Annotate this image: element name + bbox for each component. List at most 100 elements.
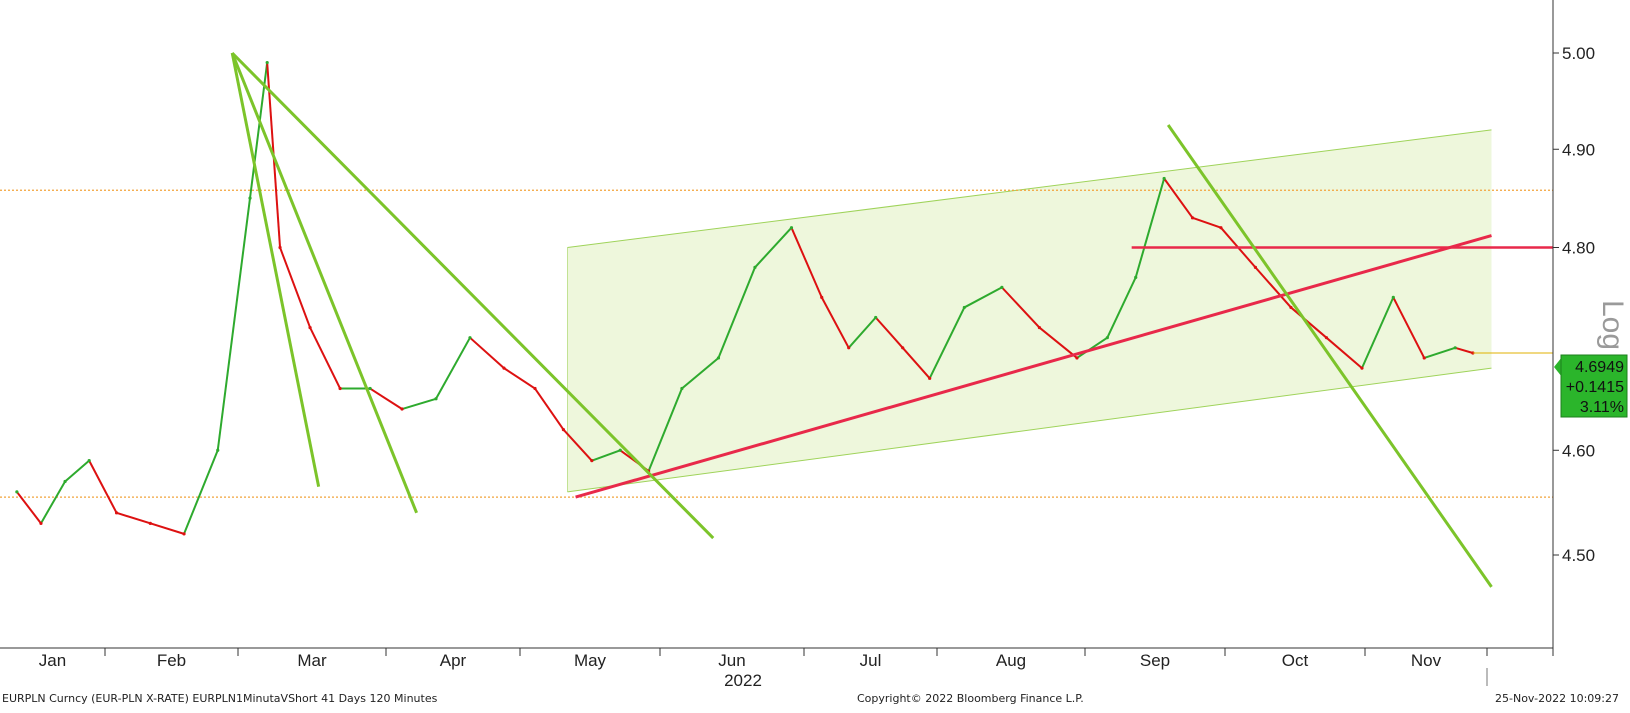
price-point xyxy=(533,386,537,391)
downtrend-line-4 xyxy=(1166,124,1493,588)
x-tick-label: Jun xyxy=(718,651,745,670)
price-segment xyxy=(1325,336,1363,369)
price-point xyxy=(1422,356,1426,360)
price-point xyxy=(928,376,932,380)
price-point xyxy=(874,315,878,320)
y-tick-label: 4.80 xyxy=(1562,239,1595,258)
x-tick-label: Sep xyxy=(1140,651,1170,670)
price-segment xyxy=(1038,326,1078,359)
price-segment xyxy=(1001,286,1041,329)
price-segment xyxy=(216,197,252,451)
price-segment xyxy=(435,337,471,400)
x-axis-year-label: 2022 xyxy=(724,671,762,690)
y-tick-label: 5.00 xyxy=(1562,44,1595,63)
price-point xyxy=(1219,226,1223,230)
price-segment xyxy=(40,480,66,524)
price-segment xyxy=(401,397,437,410)
price-point xyxy=(434,397,438,401)
footer-timestamp: 25-Nov-2022 10:09:27 xyxy=(1495,692,1620,705)
price-segment xyxy=(790,227,823,298)
price-segment xyxy=(1076,336,1108,359)
price-segment xyxy=(1192,216,1222,229)
price-segment xyxy=(369,387,403,410)
price-segment xyxy=(279,247,312,328)
price-segment xyxy=(88,460,118,514)
price-point xyxy=(1360,366,1364,370)
price-point xyxy=(1190,216,1195,220)
price-point xyxy=(182,532,186,536)
y-tick-label: 4.50 xyxy=(1562,546,1595,565)
price-segment xyxy=(928,306,966,379)
price-segment xyxy=(681,357,720,390)
badge-box xyxy=(1560,354,1628,418)
price-segment xyxy=(64,459,90,483)
footer-security-info: EURPLN Curncy (EUR-PLN X-RATE) EURPLN1Mi… xyxy=(2,692,438,705)
change-percent: 3.11% xyxy=(1580,399,1624,416)
downtrend-line-2 xyxy=(230,52,418,514)
price-point xyxy=(590,459,594,463)
price-point xyxy=(1253,265,1258,269)
x-ticks: Jan Feb Mar Apr May Jun Jul Aug Sep Oct Nov xyxy=(39,648,1554,686)
price-point xyxy=(1391,295,1395,299)
price-point xyxy=(338,386,342,391)
price-point xyxy=(216,448,220,452)
trendlines xyxy=(230,51,1553,588)
price-point xyxy=(87,459,91,463)
price-point xyxy=(15,490,19,494)
price-segment xyxy=(1163,177,1194,219)
badge-arrow xyxy=(1554,357,1562,377)
change-value: +0.1415 xyxy=(1566,379,1624,396)
price-segment xyxy=(116,511,151,525)
price-segment xyxy=(503,367,536,390)
price-segment xyxy=(309,327,341,389)
x-tick-label: Nov xyxy=(1411,651,1442,670)
price-segment xyxy=(1361,296,1395,369)
price-point xyxy=(502,366,506,370)
price-segment xyxy=(820,296,850,349)
price-segment xyxy=(847,316,877,349)
price-point xyxy=(1105,336,1109,340)
price-point xyxy=(1134,275,1138,279)
price-point xyxy=(716,356,721,360)
horizontal-levels xyxy=(0,189,1553,498)
current-value-badge: 4.6949 +0.1415 3.11% xyxy=(1554,354,1628,418)
price-point xyxy=(308,325,312,330)
price-segment xyxy=(963,286,1003,309)
channel-lower-line xyxy=(567,367,1492,493)
price-segment xyxy=(717,267,756,359)
price-point xyxy=(680,386,684,391)
price-point xyxy=(248,196,252,200)
last-value: 4.6949 xyxy=(1575,359,1624,376)
price-segment xyxy=(534,387,565,431)
price-segment xyxy=(874,316,904,349)
x-tick-label: Oct xyxy=(1282,651,1309,670)
channel-upper-line xyxy=(567,129,1492,248)
price-point xyxy=(368,386,372,391)
price-point xyxy=(753,265,757,269)
price-point xyxy=(468,336,472,340)
price-segment xyxy=(1290,306,1328,339)
price-segment xyxy=(647,388,683,472)
price-point xyxy=(148,521,152,525)
y-tick-label: 4.60 xyxy=(1562,441,1595,460)
price-segment xyxy=(1392,296,1426,359)
price-point xyxy=(63,479,67,484)
price-segment xyxy=(754,227,793,269)
x-tick-label: Apr xyxy=(440,651,467,670)
price-point xyxy=(114,511,119,515)
channel-area xyxy=(567,129,1492,492)
price-segment xyxy=(1106,276,1137,339)
price-point xyxy=(1000,285,1004,289)
price-segment xyxy=(1134,178,1166,278)
x-tick-label: Jan xyxy=(39,651,66,670)
price-point xyxy=(1324,336,1329,340)
price-point xyxy=(1289,305,1293,310)
price-segment xyxy=(901,347,931,379)
price-segment xyxy=(16,491,42,524)
x-tick-label: May xyxy=(574,651,607,670)
price-segment xyxy=(1254,266,1292,309)
price-point xyxy=(618,448,622,452)
price-point xyxy=(1453,346,1457,350)
price-segment xyxy=(183,449,219,535)
